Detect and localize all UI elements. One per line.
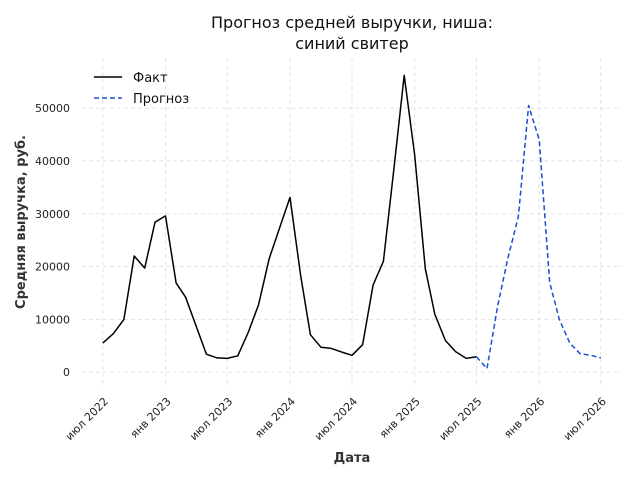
series-line-forecast xyxy=(475,104,602,370)
x-tick-label: июл 2026 xyxy=(561,395,609,443)
legend: Факт Прогноз xyxy=(94,71,189,107)
x-tick-label: июл 2023 xyxy=(187,395,235,443)
y-tick-label: 0 xyxy=(63,366,70,379)
chart-title: Прогноз средней выручки, ниша: xyxy=(211,13,493,32)
x-tick-label: янв 2024 xyxy=(252,395,298,441)
x-tick-label: янв 2023 xyxy=(128,395,174,441)
legend-label: Прогноз xyxy=(133,92,189,107)
y-tick-label: 40000 xyxy=(35,155,70,168)
series-line-fact xyxy=(102,74,477,360)
x-tick-label: июл 2024 xyxy=(312,395,360,443)
chart-title-block: Прогноз средней выручки, ниша: синий сви… xyxy=(0,12,640,54)
y-tick-label: 10000 xyxy=(35,313,70,326)
series xyxy=(102,74,602,370)
x-tick-label: июл 2022 xyxy=(63,395,111,443)
x-axis-title: Дата xyxy=(334,451,371,466)
x-tick-label: июл 2025 xyxy=(437,395,485,443)
x-tick-label: янв 2025 xyxy=(377,395,423,441)
y-axis-title: Средняя выручка, руб. xyxy=(14,135,29,309)
tick-labels: 0 10000 20000 30000 40000 50000 июл 2022 янв 20… xyxy=(35,102,609,443)
chart-subtitle: синий свитер xyxy=(295,34,409,53)
x-tick-label: янв 2026 xyxy=(501,395,547,441)
legend-label: Факт xyxy=(133,71,168,86)
y-tick-label: 30000 xyxy=(35,208,70,221)
grid xyxy=(82,58,622,388)
y-tick-label: 50000 xyxy=(35,102,70,115)
y-tick-label: 20000 xyxy=(35,261,70,274)
